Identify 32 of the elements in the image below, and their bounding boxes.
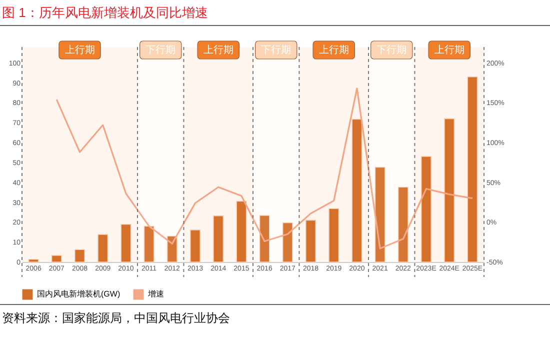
bar <box>374 166 386 262</box>
bar <box>306 220 316 262</box>
bar <box>421 156 432 262</box>
bar <box>328 208 340 262</box>
chart-title: 图 1：历年风电新增装机及同比增速 <box>0 0 550 26</box>
text: 资料来源：国家能源局，中国风电行业协会 <box>0 304 550 332</box>
bar <box>236 200 247 262</box>
line-series <box>56 88 474 250</box>
bar <box>444 118 455 262</box>
bar <box>282 222 293 262</box>
bar <box>190 230 200 262</box>
bar <box>398 186 408 262</box>
bar <box>120 224 132 262</box>
bar <box>467 76 478 262</box>
band-label: 上行期 <box>64 44 95 56</box>
bar <box>74 249 85 262</box>
band-label: 上行期 <box>203 44 234 56</box>
band-label: 下行期 <box>146 44 176 56</box>
bar <box>28 259 39 262</box>
legend-label: 增速 <box>147 290 164 299</box>
bar <box>213 215 224 262</box>
bar <box>144 226 154 262</box>
legend-label: 国内风电新增装机(GW) <box>37 290 120 299</box>
bar <box>98 234 108 262</box>
band-label: 下行期 <box>261 44 292 56</box>
bar <box>259 215 270 262</box>
band-label: 上行期 <box>318 44 349 56</box>
bar <box>166 236 178 262</box>
bar <box>51 255 62 262</box>
band-label: 上行期 <box>434 44 464 56</box>
band-label: 下行期 <box>376 44 407 56</box>
bar <box>352 118 362 262</box>
